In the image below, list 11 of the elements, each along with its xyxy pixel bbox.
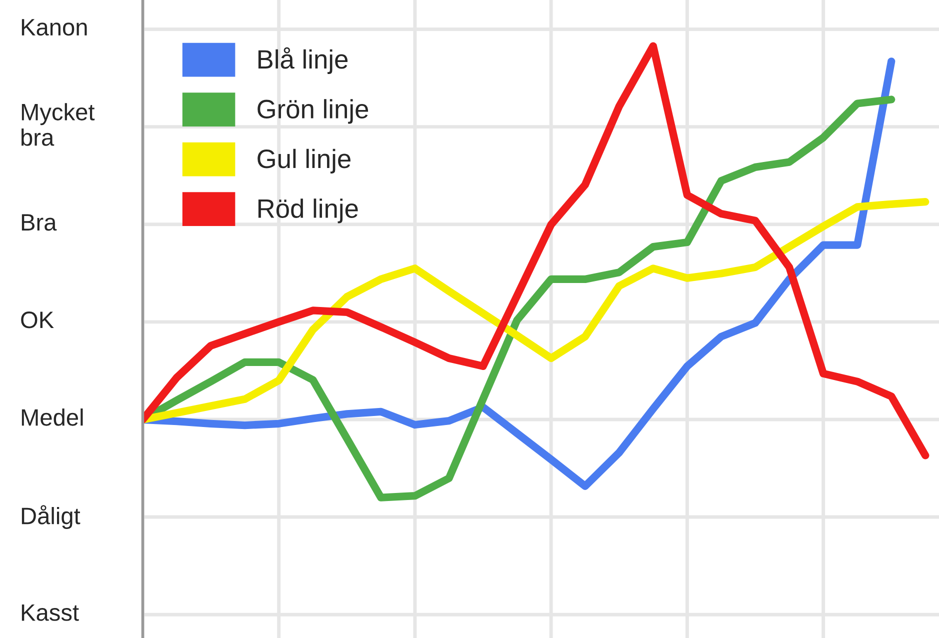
text: Dåligt <box>22 505 80 529</box>
legend-label: Grön linje <box>258 99 368 124</box>
legend-label: Gul linje <box>258 148 350 174</box>
text: Kanon <box>22 19 87 36</box>
text: Bra <box>22 214 57 231</box>
text: Medel <box>22 408 83 426</box>
legend-label: Blå linje <box>258 47 348 74</box>
text: Kasst <box>22 604 79 621</box>
text: OK <box>21 312 54 328</box>
text: Mycket bra <box>22 103 95 146</box>
legend-label: Röd linje <box>258 198 358 224</box>
